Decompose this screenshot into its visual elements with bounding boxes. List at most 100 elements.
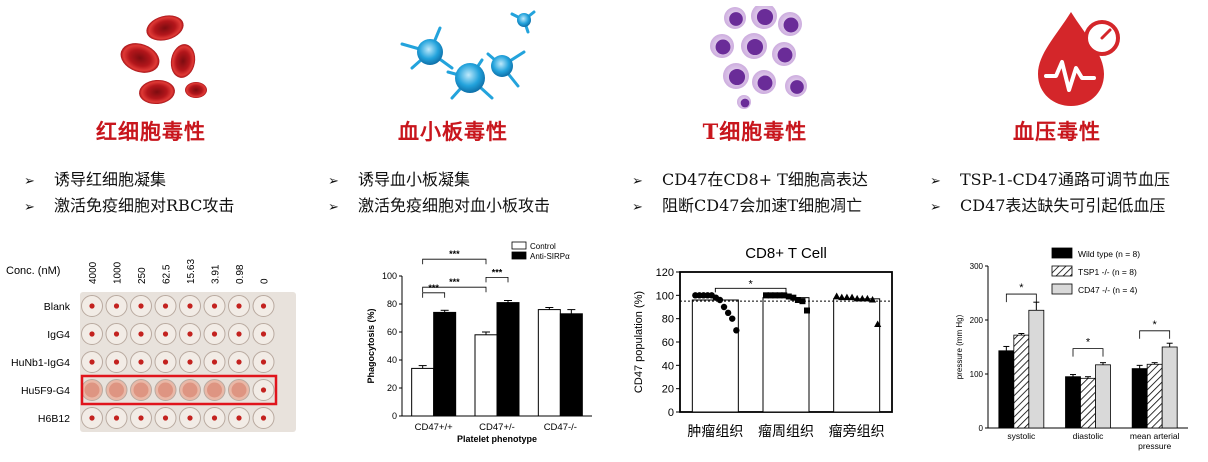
- y-tick-label: 80: [387, 299, 397, 309]
- significance-bracket: [714, 287, 787, 293]
- bar: [1013, 334, 1030, 429]
- rbc-bullet-list: ➢ 诱导红细胞凝集 ➢ 激活免疫细胞对RBC攻击: [24, 168, 234, 220]
- data-point: [853, 294, 861, 302]
- data-point: [772, 292, 779, 299]
- data-point: [776, 292, 783, 299]
- well-pellet: [187, 331, 193, 337]
- well-pellet: [260, 387, 267, 393]
- data-point: [790, 294, 797, 301]
- well-pellet: [260, 415, 267, 421]
- platelet-toxicity-title: 血小板毒性: [398, 119, 508, 144]
- y-tick-label: 80: [662, 314, 674, 326]
- data-point: [729, 315, 736, 322]
- well-pellet: [211, 415, 218, 421]
- bar: [559, 313, 583, 417]
- significance-label: *: [1086, 337, 1091, 349]
- blood-pressure-toxicity-column: 血压毒性 ➢ TSP-1-CD47通路可调节血压 ➢ CD47表达缺失可引起低血压 …: [906, 0, 1208, 459]
- legend-label: Anti-SIRPα: [530, 252, 570, 261]
- legend-label: CD47 -/- (n = 4): [1078, 285, 1137, 295]
- bar: [998, 350, 1015, 429]
- t-cell-nucleus: [729, 12, 743, 26]
- significance-label: *: [749, 278, 754, 290]
- well-pellet: [187, 303, 193, 309]
- y-tick-label: 0: [979, 424, 984, 433]
- y-tick-label: 20: [387, 383, 397, 393]
- significance-bracket: [422, 292, 446, 298]
- highlight-box: [80, 374, 278, 406]
- y-tick-label: 100: [656, 290, 674, 302]
- well-pellet: [187, 359, 193, 365]
- x-axis-label: Platelet phenotype: [457, 434, 537, 444]
- t-cell-nucleus: [790, 80, 804, 94]
- data-point: [763, 292, 769, 299]
- chart-title: CD8+ T Cell: [745, 245, 827, 262]
- data-point: [833, 292, 841, 299]
- row-label: IgG4: [47, 329, 70, 341]
- rbc-toxicity-title: 红细胞毒性: [96, 119, 206, 144]
- significance-label: ***: [449, 277, 460, 287]
- conc-label: 1000: [113, 261, 124, 284]
- well-pellet: [236, 331, 242, 337]
- t-cell-nucleus: [746, 38, 764, 56]
- x-tick-label: CD47-/-: [544, 422, 577, 433]
- t-cells-icon: [604, 3, 906, 110]
- y-tick-label: 40: [662, 360, 674, 372]
- significance-bracket: [422, 258, 487, 265]
- bar: [1080, 377, 1096, 429]
- t-cell-nucleus: [783, 17, 799, 33]
- well-pellet: [158, 382, 173, 398]
- well-pellet: [89, 415, 95, 421]
- bar: [833, 298, 881, 413]
- data-point: [716, 296, 724, 304]
- significance-bracket: [1005, 293, 1037, 303]
- data-point: [767, 292, 774, 299]
- well-pellet: [260, 303, 267, 309]
- t-cell-nucleus: [740, 98, 750, 108]
- list-item: ➢ 阻断CD47会加速T细胞凋亡: [632, 196, 863, 215]
- well-pellet: [113, 359, 120, 365]
- legend-label: Control: [530, 242, 556, 251]
- well-pellet: [162, 415, 169, 421]
- data-point: [785, 293, 792, 300]
- well-pellet: [113, 331, 120, 337]
- rbc-toxicity-column: 红细胞毒性 ➢ 诱导红细胞凝集 ➢ 激活免疫细胞对RBC攻击 Conc. (nM) …: [0, 0, 302, 459]
- well-pellet: [162, 331, 169, 337]
- significance-bracket: [485, 277, 509, 283]
- data-point: [838, 293, 846, 301]
- significance-label: ***: [449, 249, 460, 259]
- data-point: [794, 297, 801, 303]
- well-pellet: [236, 303, 242, 309]
- row-label: Hu5F9-G4: [21, 385, 70, 397]
- bar: [433, 311, 457, 417]
- blood-pressure-drop-icon: [906, 6, 1208, 110]
- list-item: ➢ 激活免疫细胞对血小板攻击: [328, 196, 551, 215]
- tcell-toxicity-title: T细胞毒性: [702, 119, 808, 144]
- legend-swatch: [511, 251, 527, 260]
- list-item: ➢ 诱导红细胞凝集: [24, 170, 167, 189]
- data-point: [804, 307, 810, 314]
- t-cell-nucleus: [756, 8, 774, 26]
- y-tick-label: 300: [970, 262, 984, 271]
- bar: [1095, 364, 1111, 429]
- bar: [474, 334, 498, 417]
- y-tick-label: 60: [387, 327, 397, 337]
- y-tick-label: 60: [662, 337, 674, 349]
- significance-label: *: [1019, 282, 1024, 294]
- blood-pressure-chart: 0 100 200 300 pressure (mm Hg) * systolic * dias…: [952, 238, 1208, 458]
- legend-swatch: [1051, 283, 1073, 295]
- y-axis-label: pressure (mm Hg): [955, 314, 964, 379]
- well-pellet: [138, 415, 144, 421]
- conc-label: 3.91: [211, 264, 222, 284]
- data-point: [799, 298, 806, 305]
- y-axis-label: CD47 population (%): [633, 291, 645, 393]
- y-axis-label: Phagocytosis (%): [366, 308, 376, 383]
- well-pellet: [236, 415, 242, 421]
- x-tick-label: diastolic: [1073, 431, 1104, 441]
- x-tick-label: 肿瘤组织: [687, 423, 743, 440]
- phagocytosis-chart: 0 20 40 60 80 100 Phagocytosis (%) CD47+/+ CD47+…: [362, 236, 602, 456]
- y-tick-label: 40: [387, 355, 397, 365]
- legend-swatch: [511, 241, 527, 250]
- bar: [537, 309, 561, 417]
- data-point: [863, 294, 872, 302]
- legend-label: Wild type (n = 8): [1078, 249, 1140, 259]
